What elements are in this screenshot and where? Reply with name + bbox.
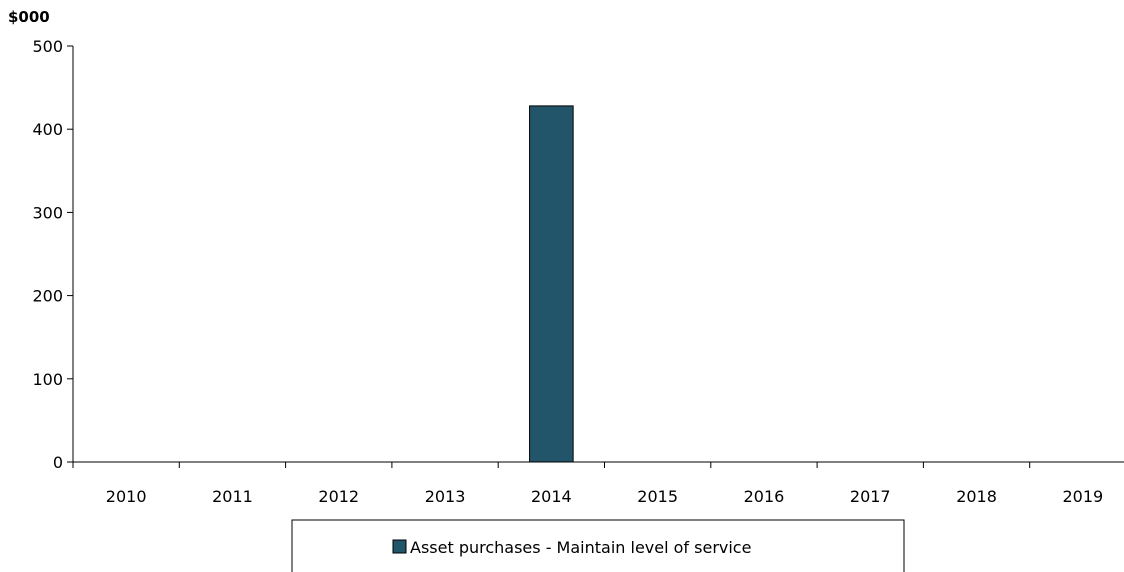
y-axis: 0 100 200 300 400 500 (32, 37, 74, 472)
x-tick-label: 2017 (850, 487, 891, 506)
x-axis: 2010 2011 2012 2013 2014 2015 2016 2017 2018 2019 (72, 461, 1124, 506)
y-tick-label: 500 (32, 37, 63, 56)
y-tick-label: 400 (32, 120, 63, 139)
bar-2014 (529, 105, 574, 463)
y-tick-label: 0 (53, 453, 63, 472)
y-tick-label: 200 (32, 287, 63, 306)
legend-label: Asset purchases - Maintain level of serv… (410, 538, 751, 557)
y-tick-label: 100 (32, 370, 63, 389)
x-tick-label: 2015 (637, 487, 678, 506)
x-tick-label: 2016 (744, 487, 785, 506)
x-tick-label: 2012 (318, 487, 359, 506)
x-tick-label: 2018 (956, 487, 997, 506)
x-tick-label: 2011 (212, 487, 253, 506)
x-tick-label: 2010 (106, 487, 147, 506)
legend: Asset purchases - Maintain level of serv… (291, 519, 905, 572)
y-tick-label: 300 (32, 203, 63, 222)
bars (529, 105, 574, 463)
x-tick-label: 2019 (1062, 487, 1103, 506)
legend-swatch (392, 539, 407, 554)
legend-box (291, 519, 905, 572)
y-unit-label: $000 (8, 8, 50, 26)
x-tick-label: 2013 (425, 487, 466, 506)
x-tick-label: 2014 (531, 487, 572, 506)
